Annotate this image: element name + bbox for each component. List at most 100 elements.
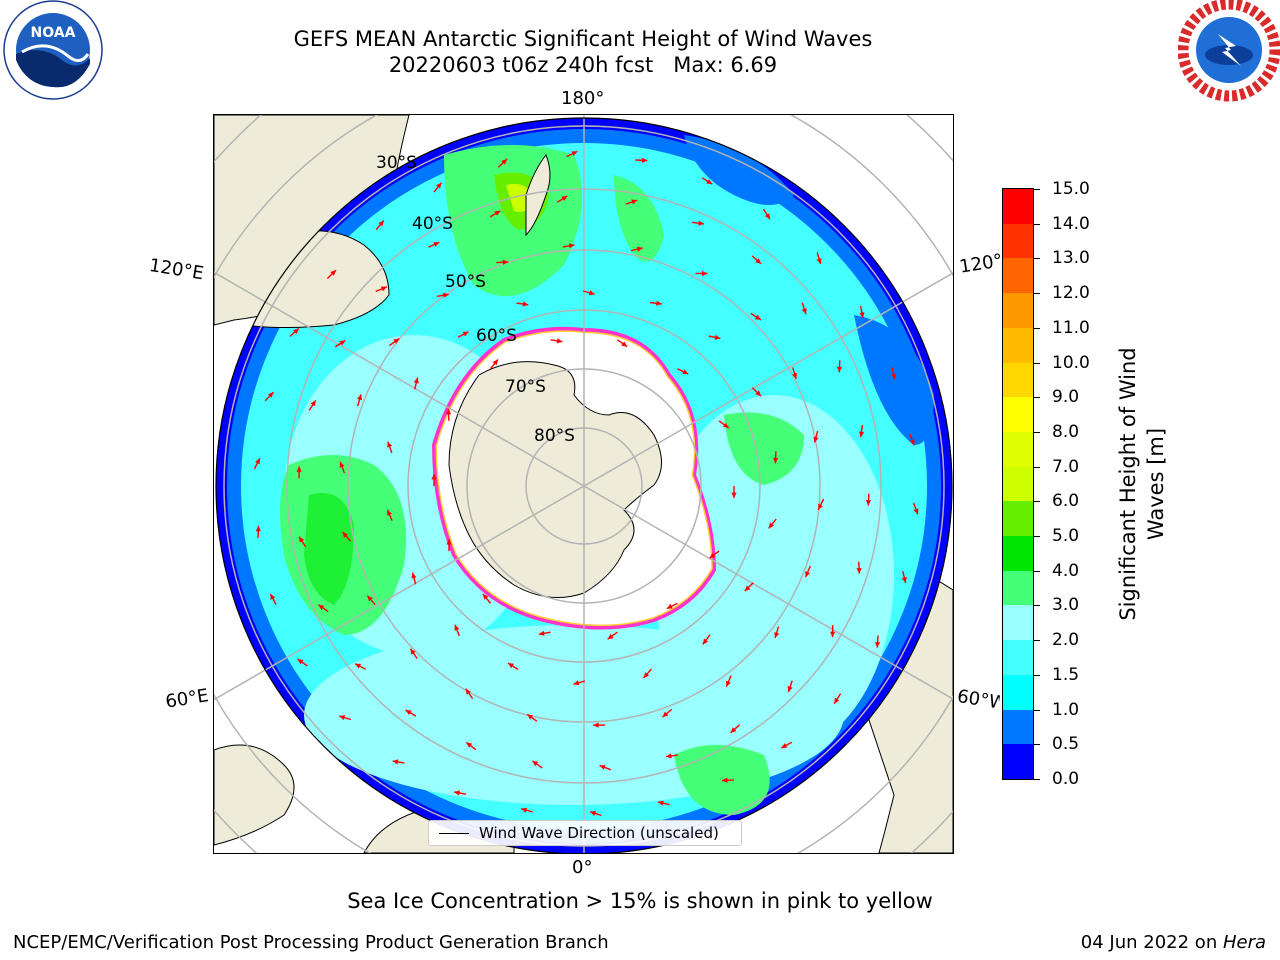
wave-direction-arrowhead: [462, 331, 469, 337]
wave-direction-arrowhead: [682, 369, 689, 374]
wave-direction-arrowhead: [764, 213, 770, 220]
footer-credit: NCEP/EMC/Verification Post Processing Pr…: [13, 932, 609, 953]
lat-label-70s: 70°S: [505, 377, 546, 397]
wave-direction-arrowhead: [805, 571, 811, 578]
colorbar-tick-label: 6.0: [1052, 491, 1080, 512]
wave-direction-arrowhead: [781, 743, 788, 748]
colorbar-tick: [1034, 293, 1040, 295]
colorbar-segment: [1003, 396, 1033, 432]
colorbar-segment: [1003, 189, 1033, 224]
chart-title: GEFS MEAN Antarctic Significant Height o…: [293, 27, 873, 51]
lat-label-30s: 30°S: [376, 153, 417, 173]
wave-direction-arrowhead: [433, 242, 440, 247]
wave-direction-arrowhead: [561, 196, 568, 201]
wave-direction-arrowhead: [443, 292, 449, 298]
wave-direction-arrowhead: [588, 290, 595, 296]
wave-direction-arrowhead: [818, 503, 823, 510]
wave-direction-arrowhead: [722, 422, 729, 428]
colorbar-segment: [1003, 292, 1033, 328]
legend-line-swatch: [439, 833, 469, 834]
wave-direction-arrowhead: [774, 632, 780, 638]
wave-direction-arrowhead: [787, 686, 793, 692]
wave-direction-arrowhead: [643, 672, 650, 678]
wave-direction-arrowhead: [255, 525, 261, 532]
colorbar-tick-label: 0.5: [1052, 734, 1080, 755]
polar-map: 30°S 40°S 50°S 60°S 70°S 80°S: [214, 115, 953, 853]
colorbar-segment: [1003, 604, 1033, 641]
lon-label-180: 180°: [561, 88, 605, 109]
wave-direction-arrowhead: [527, 714, 534, 720]
wave-direction-arrowhead: [501, 159, 508, 165]
wave-direction-arrowhead: [405, 710, 412, 715]
chart-subtitle: 20220603 t06z 240h fcst Max: 6.69: [388, 53, 778, 77]
colorbar-tick-label: 8.0: [1052, 421, 1080, 442]
wave-direction-arrowhead: [702, 638, 709, 645]
wave-direction-arrowhead: [913, 508, 919, 515]
wave-direction-arrowhead: [378, 220, 384, 227]
wave-direction-arrowhead: [355, 663, 362, 669]
wave-direction-arrowhead: [858, 431, 865, 438]
wave-direction-arrowhead: [901, 577, 907, 583]
wave-direction-arrowhead: [446, 408, 452, 415]
wave-direction-arrowhead: [342, 531, 348, 538]
wave-direction-arrowhead: [891, 373, 897, 380]
wave-direction-arrowhead: [666, 603, 673, 609]
wave-direction-arrowhead: [792, 372, 798, 379]
wave-direction-arrowhead: [318, 604, 325, 610]
colorbar-tick: [1034, 431, 1040, 433]
wave-direction-arrowhead: [502, 259, 509, 265]
wave-direction-arrowhead: [492, 359, 498, 366]
colorbar-tick-label: 4.0: [1052, 560, 1080, 581]
colorbar-tick: [1034, 501, 1040, 503]
wave-direction-arrowhead: [813, 436, 819, 443]
wave-direction-arrowhead: [607, 633, 614, 640]
wave-direction-arrowhead: [636, 246, 643, 252]
graticule: [214, 115, 953, 853]
colorbar-tick: [1034, 779, 1040, 780]
wave-height-field: [216, 118, 952, 853]
colorbar-tick-label: 2.0: [1052, 630, 1080, 651]
wave-direction-arrowhead: [392, 759, 399, 765]
wave-direction-arrowhead: [330, 270, 336, 276]
lon-label-60e: 60°E: [164, 685, 211, 713]
wave-direction-arrowhead: [593, 722, 599, 728]
wave-direction-arrowhead: [768, 522, 775, 529]
wave-direction-arrowhead: [387, 509, 392, 516]
lon-label-0: 0°: [572, 857, 593, 878]
colorbar-tick-label: 1.5: [1052, 664, 1080, 685]
colorbar-label-line1: Significant Height of Wind: [1116, 347, 1140, 621]
wave-direction-arrowhead: [662, 711, 669, 718]
wave-direction-arrowhead: [834, 697, 840, 704]
colorbar-segment: [1003, 709, 1033, 745]
map-panel: 30°S 40°S 50°S 60°S 70°S 80°S Wind Wave …: [213, 114, 954, 854]
wave-direction-arrowhead: [538, 630, 545, 636]
wave-direction-arrowhead: [255, 458, 260, 465]
lon-label-120e: 120°E: [147, 255, 206, 285]
colorbar: [1002, 188, 1034, 780]
wave-direction-arrowhead: [339, 340, 346, 346]
lat-label-60s: 60°S: [476, 326, 517, 346]
footer-date: 04 Jun 2022 on Hera: [1081, 932, 1266, 953]
wind-wave-arrows: [253, 150, 919, 817]
wave-direction-arrowhead: [454, 624, 460, 631]
lat-label-80s: 80°S: [534, 426, 575, 446]
wave-direction-arrowhead: [709, 552, 716, 559]
noaa-logo: NOAA: [3, 0, 103, 100]
wave-direction-arrowhead: [573, 680, 580, 686]
wave-direction-arrowhead: [367, 595, 373, 602]
wave-direction-arrowhead: [658, 800, 664, 806]
colorbar-tick: [1034, 327, 1040, 329]
wave-direction-arrowhead: [508, 663, 514, 669]
colorbar-segment: [1003, 361, 1033, 398]
lat-label-50s: 50°S: [445, 272, 486, 292]
colorbar-segment: [1003, 466, 1033, 502]
wave-direction-arrowhead: [446, 539, 452, 545]
wave-direction-arrowhead: [773, 457, 779, 464]
colorbar-tick-label: 0.0: [1052, 769, 1080, 789]
wave-direction-arrowhead: [856, 568, 862, 574]
wave-direction-arrowhead: [875, 642, 881, 648]
wave-direction-arrowhead: [571, 151, 578, 156]
colorbar-tick: [1034, 640, 1040, 642]
wave-direction-arrowhead: [410, 648, 416, 655]
footer-date-text: 04 Jun 2022 on: [1080, 932, 1223, 953]
